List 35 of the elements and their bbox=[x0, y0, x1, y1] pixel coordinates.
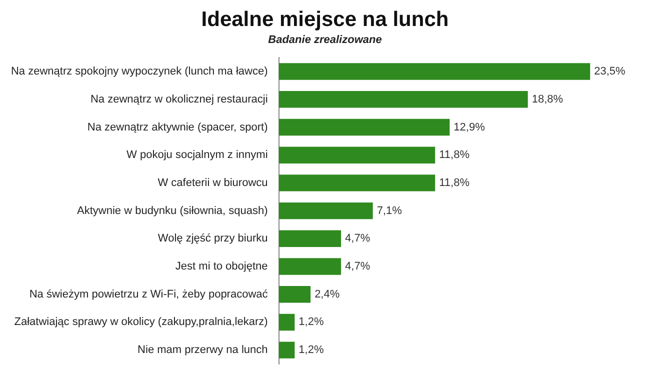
bar bbox=[278, 118, 450, 136]
bar bbox=[278, 63, 590, 80]
data-label: 11,8% bbox=[439, 176, 470, 189]
bar bbox=[278, 286, 311, 303]
y-tick-label: W cafeterii w biurowcu bbox=[158, 176, 268, 189]
data-label: 7,1% bbox=[376, 204, 402, 217]
y-tick-label: Na zewnątrz spokojny wypoczynek (lunch ma ławce) bbox=[10, 66, 268, 78]
y-tick-label: Aktywnie w budynku (siłownia, squash) bbox=[77, 204, 268, 217]
bar bbox=[278, 342, 295, 358]
data-label: 4,7% bbox=[345, 232, 370, 245]
bar bbox=[278, 174, 436, 192]
y-tick-label: Na świeżym powietrzu z Wi-Fi, żeby popracować bbox=[29, 288, 268, 300]
y-tick-label: Nie mam przerwy na lunch bbox=[138, 344, 268, 356]
bar bbox=[278, 314, 295, 331]
data-label: 1,2% bbox=[298, 316, 324, 328]
y-tick-label: Na zewnątrz aktywnie (spacer, sport) bbox=[87, 121, 268, 134]
y-tick-label: Załatwiając sprawy w okolicy (zakupy,pralnia,lekarz) bbox=[14, 316, 268, 328]
bar bbox=[278, 146, 436, 164]
bar bbox=[278, 258, 342, 275]
data-label: 23,5% bbox=[594, 66, 626, 78]
data-label: 12,9% bbox=[454, 121, 486, 134]
bar bbox=[278, 202, 373, 220]
data-label: 18,8% bbox=[532, 93, 564, 106]
chart-title: Idealne miejsce na lunch bbox=[200, 8, 450, 32]
data-label: 2,4% bbox=[314, 288, 340, 300]
y-tick-label: Na zewnątrz w okolicznej restauracji bbox=[90, 93, 268, 106]
data-label: 4,7% bbox=[345, 260, 370, 273]
y-tick-label: Wolę zjęść przy biurku bbox=[158, 232, 268, 245]
y-tick-label: Jest mi to obojętne bbox=[175, 260, 268, 273]
data-label: 11,8% bbox=[439, 149, 470, 162]
data-label: 1,2% bbox=[298, 344, 324, 356]
bar bbox=[278, 230, 342, 248]
chart-subtitle: Badanie zrealizowane bbox=[267, 34, 383, 46]
bar bbox=[278, 91, 528, 108]
y-tick-label: W pokoju socjalnym z innymi bbox=[126, 149, 268, 162]
